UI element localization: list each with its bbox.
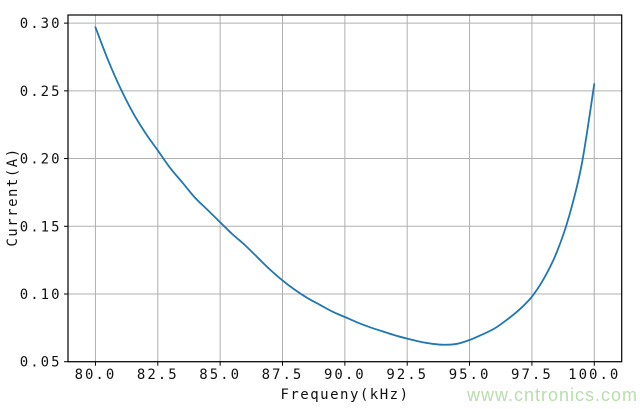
y-tick-label: 0.15 xyxy=(20,219,62,235)
y-tick-labels: 0.05 0.10 0.15 0.20 0.25 0.30 xyxy=(20,16,62,371)
x-tick-label: 90.0 xyxy=(324,367,366,383)
x-tick-label: 95.0 xyxy=(449,367,491,383)
x-tick-label: 97.5 xyxy=(511,367,553,383)
y-tick-label: 0.25 xyxy=(20,84,62,100)
y-tick-label: 0.10 xyxy=(20,287,62,303)
y-tick-label: 0.30 xyxy=(20,16,62,32)
y-tick-label: 0.05 xyxy=(20,355,62,371)
y-tick-label: 0.20 xyxy=(20,152,62,168)
x-tick-label: 87.5 xyxy=(262,367,304,383)
x-tick-label: 82.5 xyxy=(137,367,179,383)
axis-ticks xyxy=(64,22,595,366)
current-curve xyxy=(94,26,596,346)
x-tick-label: 85.0 xyxy=(199,367,241,383)
grid-lines xyxy=(68,15,622,363)
x-tick-label: 92.5 xyxy=(386,367,428,383)
x-tick-labels: 80.0 82.5 85.0 87.5 90.0 92.5 95.0 97.5 100.0 xyxy=(75,367,620,383)
x-axis-label: Frequeny(kHz) xyxy=(280,387,409,403)
y-axis-label: Current(A) xyxy=(5,147,21,246)
x-tick-label: 80.0 xyxy=(75,367,117,383)
watermark: www.cntronics.com xyxy=(466,385,638,405)
x-tick-label: 100.0 xyxy=(568,367,620,383)
